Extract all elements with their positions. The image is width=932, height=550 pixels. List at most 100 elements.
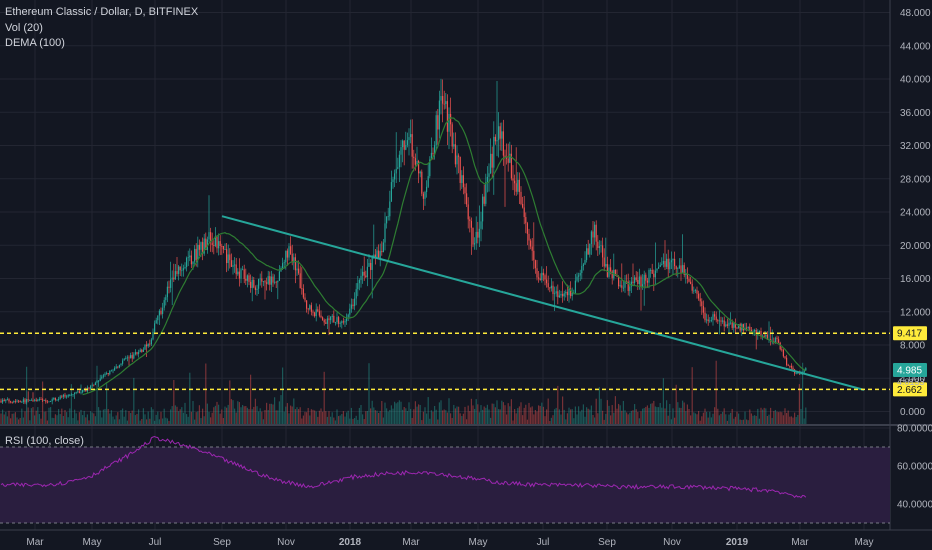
volume-bar <box>221 409 223 424</box>
candle-body <box>358 280 360 284</box>
volume-bar <box>3 414 5 424</box>
candle-body <box>250 281 252 288</box>
volume-bar <box>555 407 557 424</box>
volume-bar <box>13 413 15 424</box>
volume-bar <box>629 412 631 424</box>
candle-body <box>646 280 648 283</box>
volume-bar <box>502 402 504 424</box>
candle-body <box>226 249 228 264</box>
volume-bar <box>798 384 800 424</box>
candle-body <box>726 324 728 326</box>
rsi-tick-label: 60.0000 <box>897 462 932 473</box>
price-tick-label: 24.000 <box>900 208 931 219</box>
candle-body <box>214 236 216 246</box>
candle-body <box>219 241 221 246</box>
candle-body <box>237 271 239 275</box>
candle-body <box>149 343 151 345</box>
volume-bar <box>286 403 288 424</box>
candle-body <box>382 242 384 253</box>
candle-body <box>101 376 103 379</box>
candle-body <box>114 367 116 371</box>
candle-body <box>174 271 176 280</box>
candle-body <box>323 320 325 323</box>
trendline <box>221 215 865 391</box>
candle-body <box>774 337 776 343</box>
candle-body <box>514 180 516 184</box>
volume-bar <box>498 409 500 424</box>
legend-symbol[interactable]: Ethereum Classic / Dollar, D, BITFINEX <box>5 6 199 18</box>
candle-body <box>467 204 469 220</box>
candle-body <box>141 349 143 352</box>
volume-bar <box>403 406 405 424</box>
volume-bar <box>755 415 757 424</box>
candle-body <box>150 339 152 345</box>
volume-bar <box>242 405 244 424</box>
volume-bar <box>683 402 685 424</box>
candle-body <box>754 329 756 332</box>
legend-dema[interactable]: DEMA (100) <box>5 37 65 49</box>
volume-bar <box>304 411 306 424</box>
candle-body <box>277 280 279 283</box>
candle-body <box>74 392 76 395</box>
rsi-label[interactable]: RSI (100, close) <box>5 435 84 447</box>
candle-body <box>328 318 330 321</box>
volume-bar <box>626 412 628 424</box>
candle-body <box>792 367 794 370</box>
candle-body <box>480 221 482 229</box>
candle-body <box>222 246 224 250</box>
volume-bar <box>429 418 431 424</box>
candle-body <box>133 354 135 359</box>
volume-bar <box>483 406 485 424</box>
volume-bar <box>123 416 125 424</box>
candle-body <box>45 400 47 402</box>
candle-body <box>40 399 42 400</box>
volume-bar <box>203 416 205 424</box>
candle-body <box>59 396 61 399</box>
volume-bar <box>262 419 264 424</box>
candle-body <box>146 344 148 347</box>
legend-volume[interactable]: Vol (20) <box>5 22 43 34</box>
volume-bar <box>635 409 637 424</box>
candle-body <box>160 310 162 314</box>
candle-body <box>515 183 517 192</box>
volume-bar <box>723 408 725 424</box>
volume-bar <box>312 409 314 424</box>
volume-bar <box>458 406 460 424</box>
volume-bar <box>538 405 540 424</box>
volume-bar <box>30 408 32 424</box>
candle-body <box>670 260 672 263</box>
volume-bar <box>547 398 549 424</box>
volume-bar <box>386 408 388 424</box>
candle-body <box>448 113 450 132</box>
volume-bar <box>101 417 103 424</box>
candle-body <box>435 115 437 146</box>
candle-body <box>470 220 472 228</box>
time-tick-label: Sep <box>598 537 616 548</box>
candle-body <box>278 271 280 281</box>
volume-bar <box>443 409 445 424</box>
candle-body <box>144 344 146 350</box>
volume-bar <box>688 408 690 424</box>
candle-body <box>234 264 236 266</box>
volume-bar <box>331 412 333 424</box>
candle-body <box>531 246 533 251</box>
volume-bar <box>310 409 312 424</box>
candle-body <box>430 152 432 160</box>
candle-body <box>677 268 679 269</box>
candle-body <box>581 266 583 273</box>
volume-bar <box>728 414 730 424</box>
candle-body <box>509 153 511 163</box>
candle-body <box>75 391 77 393</box>
volume-bar <box>272 404 274 424</box>
volume-bar <box>546 409 548 424</box>
volume-bar <box>426 413 428 424</box>
volume-bar <box>104 408 106 424</box>
volume-bar <box>685 411 687 424</box>
candle-body <box>366 266 368 278</box>
price-tick-label: 40.000 <box>900 75 931 86</box>
volume-bar <box>565 419 567 424</box>
volume-bar <box>594 417 596 424</box>
volume-bar <box>120 410 122 424</box>
volume-bar <box>341 414 343 424</box>
volume-bar <box>459 413 461 424</box>
